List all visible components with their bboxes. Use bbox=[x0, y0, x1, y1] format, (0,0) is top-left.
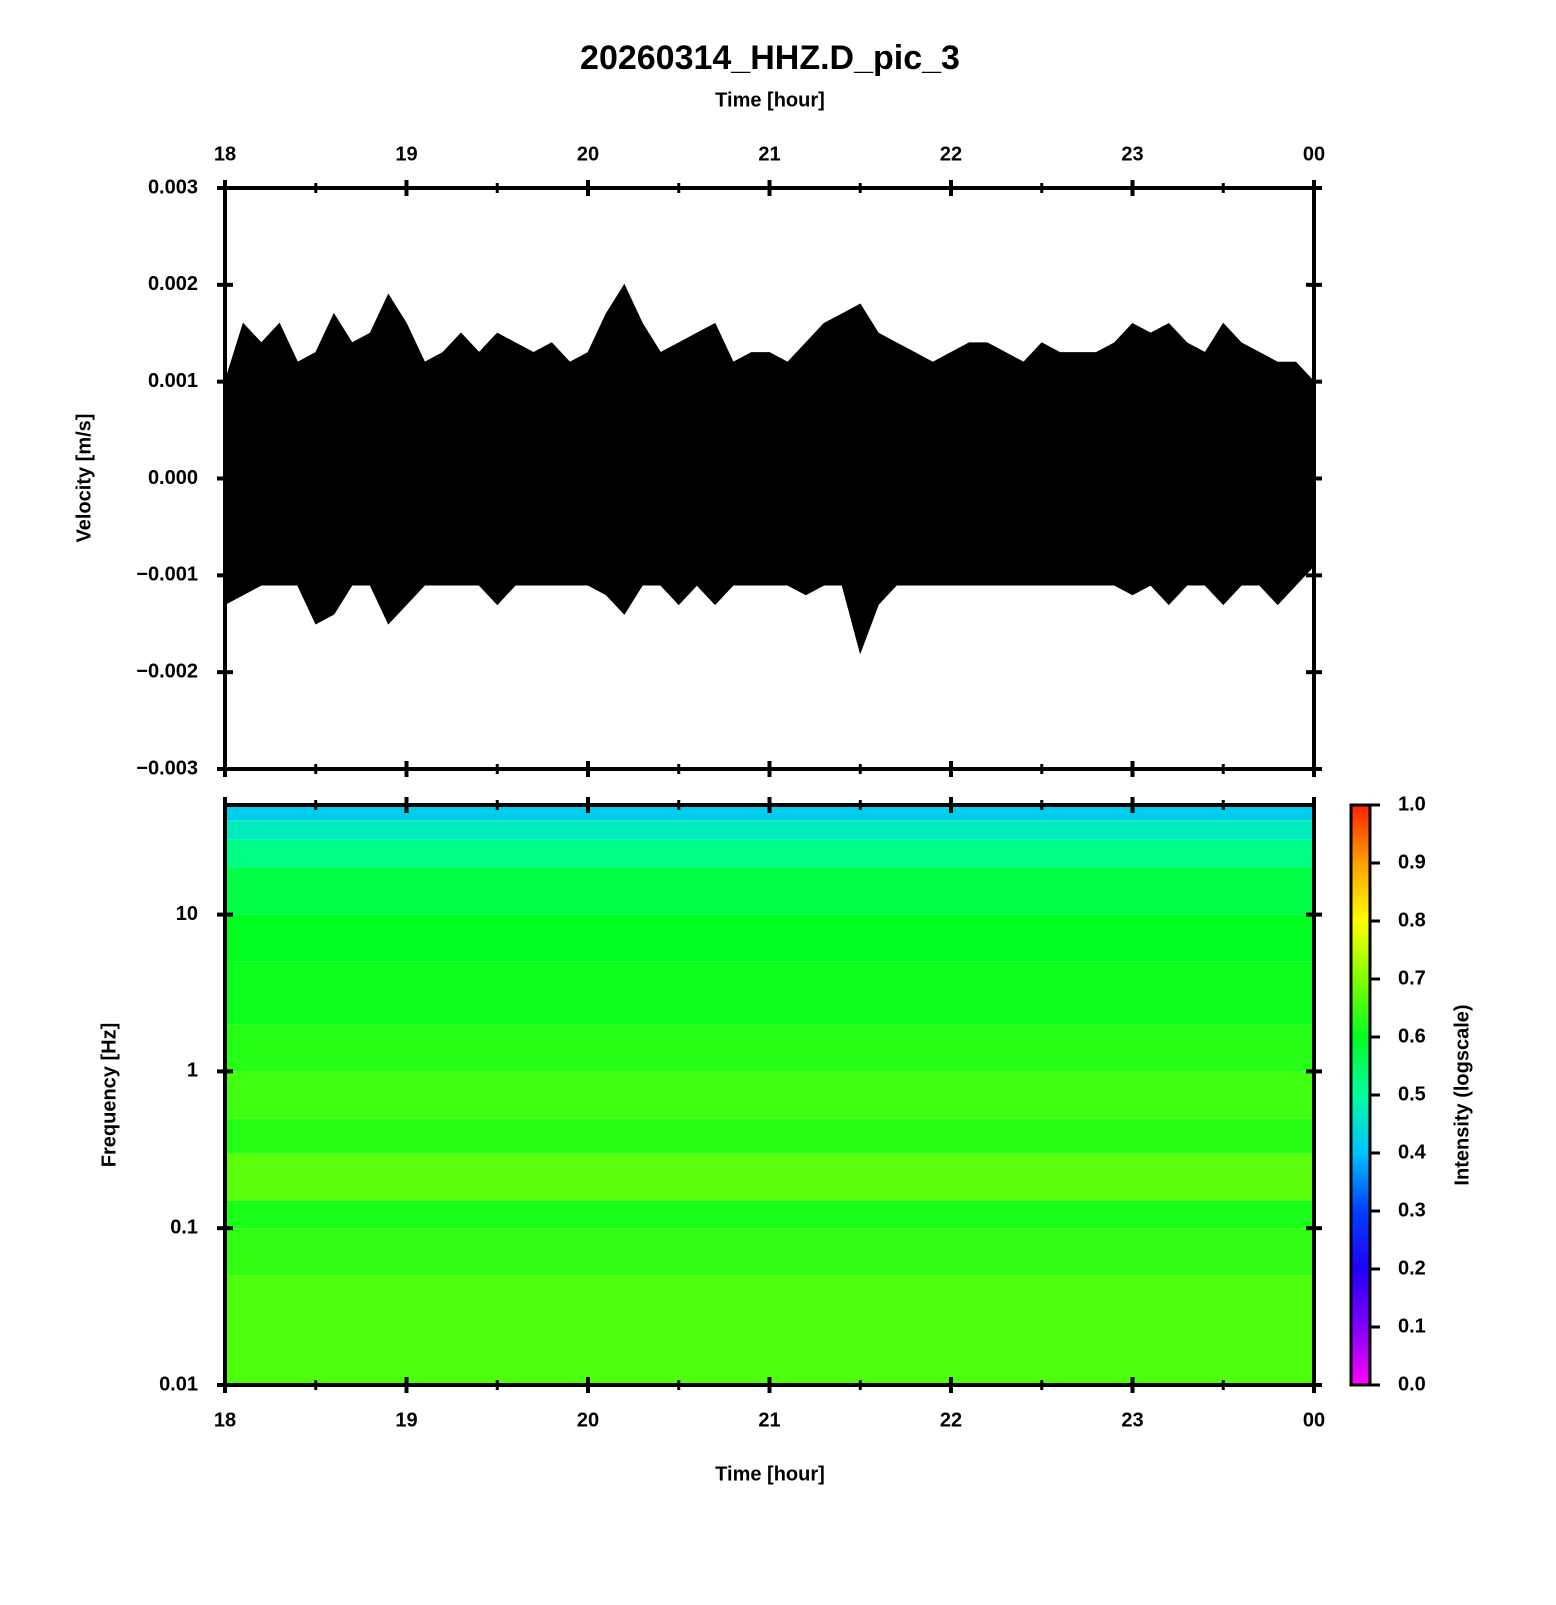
spectrogram-band bbox=[225, 867, 1314, 915]
x-tick-label: 18 bbox=[214, 143, 236, 165]
x-tick-label: 23 bbox=[1121, 143, 1143, 165]
y-tick-label: −0.003 bbox=[136, 757, 198, 779]
x-tick-label: 23 bbox=[1121, 1409, 1143, 1431]
colorbar-tick-label: 0.0 bbox=[1398, 1373, 1426, 1395]
y-axis-label: Velocity [m/s] bbox=[73, 414, 95, 543]
colorbar-tick-label: 0.8 bbox=[1398, 909, 1426, 931]
spectrogram-band bbox=[225, 1153, 1314, 1201]
spectrogram-band bbox=[225, 1228, 1314, 1276]
y-tick-label: −0.001 bbox=[136, 564, 198, 586]
x-axis-label: Time [hour] bbox=[715, 1463, 825, 1485]
x-tick-label: 20 bbox=[577, 1409, 599, 1431]
spectrogram-band bbox=[225, 1275, 1314, 1385]
x-tick-label: 19 bbox=[395, 1409, 417, 1431]
x-tick-label: 22 bbox=[940, 1409, 962, 1431]
y-tick-label: 1 bbox=[187, 1060, 198, 1082]
spectrogram-band bbox=[225, 961, 1314, 1025]
x-tick-label: 21 bbox=[758, 143, 780, 165]
colorbar-tick-label: 0.9 bbox=[1398, 851, 1426, 873]
colorbar-tick-label: 1.0 bbox=[1398, 793, 1426, 815]
colorbar-tick-label: 0.6 bbox=[1398, 1025, 1426, 1047]
x-tick-label: 00 bbox=[1303, 143, 1325, 165]
spectrogram-band bbox=[225, 1118, 1314, 1154]
spectrogram-band bbox=[225, 1071, 1314, 1119]
y-tick-label: 0.001 bbox=[148, 370, 198, 392]
colorbar-tick-label: 0.3 bbox=[1398, 1199, 1426, 1221]
y-tick-label: 10 bbox=[176, 903, 198, 925]
y-axis-label: Frequency [Hz] bbox=[98, 1023, 120, 1167]
spectrogram-band bbox=[225, 1200, 1314, 1229]
x-tick-label: 00 bbox=[1303, 1409, 1325, 1431]
spectrogram-band bbox=[225, 914, 1314, 962]
spectrogram-band bbox=[225, 820, 1314, 840]
y-tick-label: −0.002 bbox=[136, 660, 198, 682]
colorbar-tick-label: 0.5 bbox=[1398, 1083, 1426, 1105]
y-tick-label: 0.000 bbox=[148, 467, 198, 489]
x-axis-label: Time [hour] bbox=[715, 89, 825, 111]
x-tick-label: 20 bbox=[577, 143, 599, 165]
x-tick-label: 19 bbox=[395, 143, 417, 165]
x-tick-label: 22 bbox=[940, 143, 962, 165]
y-tick-label: 0.1 bbox=[170, 1216, 198, 1238]
x-tick-label: 21 bbox=[758, 1409, 780, 1431]
y-tick-label: 0.01 bbox=[159, 1373, 198, 1395]
colorbar-tick-label: 0.1 bbox=[1398, 1315, 1426, 1337]
colorbar-tick-label: 0.2 bbox=[1398, 1257, 1426, 1279]
y-tick-label: 0.002 bbox=[148, 273, 198, 295]
spectrogram-band bbox=[225, 839, 1314, 868]
y-tick-label: 0.003 bbox=[148, 176, 198, 198]
colorbar-label: Intensity (logscale) bbox=[1451, 1004, 1473, 1185]
spectrogram-band bbox=[225, 1024, 1314, 1072]
chart-title: 20260314_HHZ.D_pic_3 bbox=[580, 39, 960, 77]
colorbar-tick-label: 0.7 bbox=[1398, 967, 1426, 989]
colorbar-tick-label: 0.4 bbox=[1398, 1141, 1427, 1163]
x-tick-label: 18 bbox=[214, 1409, 236, 1431]
colorbar bbox=[1349, 803, 1372, 1387]
